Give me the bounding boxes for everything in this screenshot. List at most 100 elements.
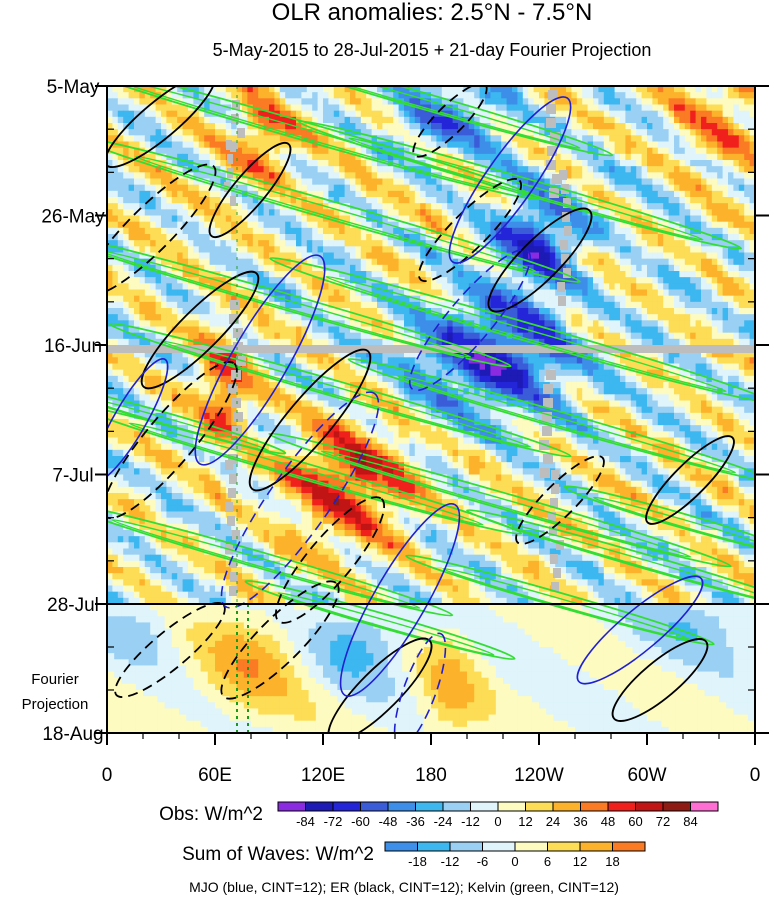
obs-cell bbox=[576, 166, 583, 173]
obs-cell bbox=[274, 92, 281, 99]
obs-cell bbox=[328, 234, 335, 241]
obs-cell bbox=[371, 240, 378, 247]
obs-cell bbox=[711, 277, 718, 284]
obs-cell bbox=[663, 215, 669, 223]
obs-cell bbox=[225, 129, 232, 136]
obs-cell bbox=[571, 178, 578, 186]
obs-cell bbox=[139, 234, 146, 241]
obs-cell bbox=[598, 190, 605, 198]
obs-cell bbox=[512, 264, 518, 272]
obs-cell bbox=[593, 215, 599, 223]
obs-cell bbox=[328, 178, 335, 186]
obs-cell bbox=[252, 166, 259, 173]
obs-cell bbox=[420, 320, 426, 327]
obs-cell bbox=[360, 277, 367, 284]
obs-cell bbox=[495, 271, 502, 278]
obs-cell bbox=[366, 190, 372, 198]
obs-cell bbox=[350, 116, 356, 124]
obs-cell bbox=[139, 172, 146, 179]
obs-cell bbox=[598, 271, 605, 278]
obs-cell bbox=[150, 277, 156, 284]
obs-cell bbox=[614, 314, 621, 321]
obs-cell bbox=[663, 147, 669, 155]
obs-cell bbox=[711, 264, 718, 272]
obs-cell bbox=[620, 271, 626, 278]
obs-cell bbox=[701, 209, 707, 216]
obs-cell bbox=[733, 215, 740, 223]
obs-cell bbox=[123, 308, 129, 315]
obs-cell bbox=[609, 277, 615, 284]
obs-cell bbox=[549, 209, 556, 216]
obs-cell bbox=[371, 338, 378, 346]
obs-cell bbox=[528, 141, 534, 149]
obs-cell bbox=[603, 190, 610, 198]
obs-cell bbox=[414, 320, 421, 327]
obs-cell bbox=[242, 252, 248, 260]
obs-cell bbox=[458, 332, 464, 340]
obs-cell bbox=[414, 246, 421, 253]
obs-cell bbox=[571, 153, 578, 161]
obs-cell bbox=[663, 178, 669, 186]
obs-cell bbox=[182, 332, 189, 340]
obs-cell bbox=[717, 153, 723, 161]
obs-cell bbox=[274, 252, 281, 260]
obs-cell bbox=[647, 289, 653, 297]
obs-cell bbox=[393, 147, 399, 155]
obs-cell bbox=[123, 301, 129, 309]
obs-cell bbox=[668, 116, 675, 124]
obs-cell bbox=[614, 116, 621, 124]
obs-cell bbox=[452, 215, 459, 223]
obs-cell bbox=[630, 141, 637, 149]
obs-cell bbox=[225, 116, 232, 124]
obs-cell bbox=[247, 332, 254, 340]
obs-cell bbox=[609, 166, 615, 173]
obs-cell bbox=[209, 264, 216, 272]
obs-cell bbox=[587, 197, 594, 204]
obs-cell bbox=[468, 147, 475, 155]
obs-cell bbox=[220, 129, 227, 136]
obs-cell bbox=[657, 190, 664, 198]
obs-cell bbox=[366, 332, 372, 340]
obs-cell bbox=[414, 209, 421, 216]
obs-cell bbox=[431, 221, 437, 229]
obs-cell bbox=[290, 227, 297, 235]
obs-cell bbox=[290, 246, 297, 253]
obs-cell bbox=[728, 289, 734, 297]
obs-cell bbox=[512, 135, 518, 142]
obs-cell bbox=[441, 283, 448, 290]
obs-cell bbox=[452, 153, 459, 161]
obs-cell bbox=[404, 289, 410, 297]
obs-cell bbox=[679, 104, 686, 112]
obs-cell bbox=[166, 215, 173, 223]
obs-cell bbox=[231, 86, 237, 93]
obs-cell bbox=[733, 308, 740, 315]
obs-cell bbox=[701, 104, 707, 112]
obs-cell bbox=[269, 178, 275, 186]
obs-cell bbox=[566, 332, 572, 340]
obs-cell bbox=[506, 166, 513, 173]
obs-cell bbox=[393, 227, 399, 235]
obs-cell bbox=[668, 135, 675, 142]
obs-cell bbox=[171, 123, 178, 130]
obs-cell bbox=[128, 129, 135, 136]
obs-cell bbox=[749, 258, 755, 266]
obs-cell bbox=[647, 252, 653, 260]
obs-cell bbox=[360, 184, 367, 192]
obs-cell bbox=[674, 172, 680, 179]
obs-cell bbox=[587, 314, 594, 321]
obs-cell bbox=[571, 92, 578, 99]
obs-cell bbox=[463, 271, 470, 278]
obs-cell bbox=[733, 92, 740, 99]
obs-cell bbox=[711, 92, 718, 99]
obs-cell bbox=[339, 264, 345, 272]
obs-cell bbox=[549, 240, 556, 247]
obs-cell bbox=[474, 308, 480, 315]
obs-cell bbox=[420, 129, 426, 136]
obs-cell bbox=[182, 264, 189, 272]
obs-cell bbox=[522, 135, 529, 142]
obs-cell bbox=[447, 283, 453, 290]
obs-cell bbox=[587, 227, 594, 235]
obs-cell bbox=[571, 326, 578, 334]
obs-cell bbox=[652, 110, 659, 118]
obs-cell bbox=[290, 221, 297, 229]
